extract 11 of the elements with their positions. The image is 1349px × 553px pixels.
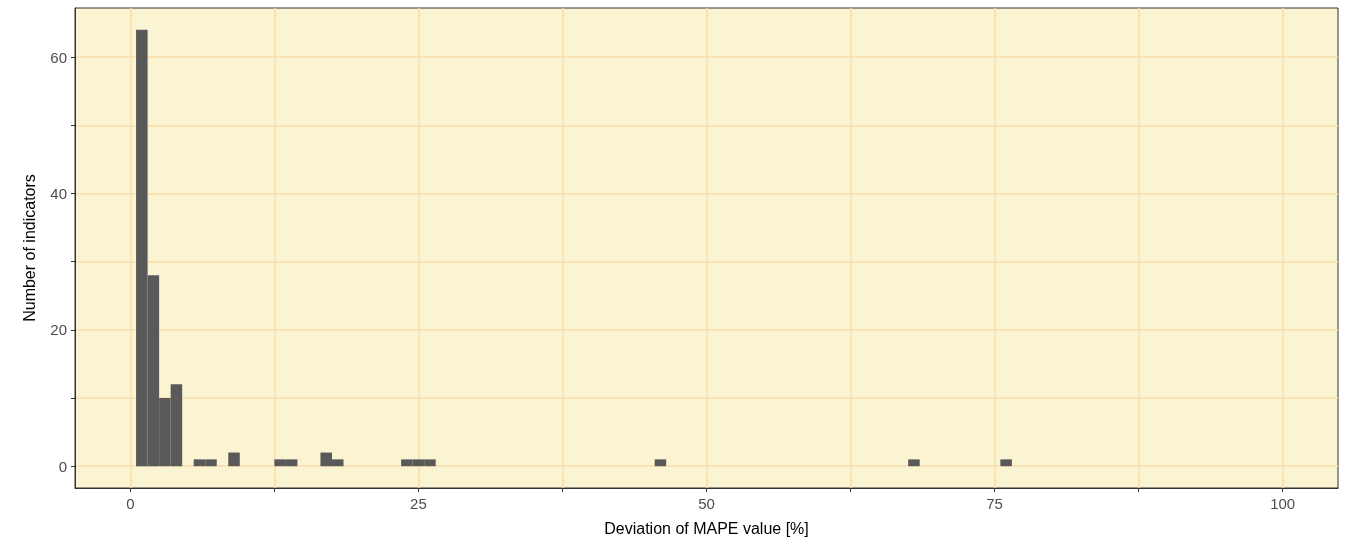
x-tick-label: 75 [986, 495, 1003, 512]
x-tick-label: 50 [698, 495, 715, 512]
x-tick-label: 25 [410, 495, 427, 512]
x-tick-label: 100 [1270, 495, 1296, 512]
y-tick-label: 20 [50, 321, 67, 339]
y-tick-label: 40 [50, 184, 67, 202]
x-axis-title: Deviation of MAPE value [%] [604, 519, 809, 537]
y-tick-label: 60 [50, 48, 67, 66]
y-axis-title: Number of indicators [20, 174, 38, 322]
x-tick-label: 0 [126, 495, 135, 512]
y-tick-label: 0 [58, 457, 67, 475]
